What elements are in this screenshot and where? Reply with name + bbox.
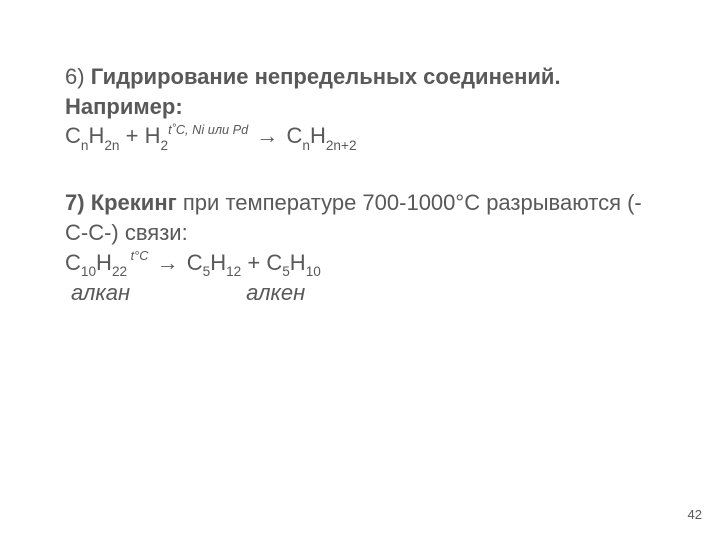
- s6-lhs1b-base: H: [88, 123, 104, 148]
- s7-rhs1-sub2: 12: [226, 264, 241, 279]
- section6-formula: CnH2n + H2t˚C, Ni или Pd → CnH2n+2: [65, 121, 660, 154]
- s7-rhs1-base2: H: [210, 250, 226, 275]
- s7-plus: +: [241, 250, 266, 275]
- s7-lhs-base1: C: [65, 250, 81, 275]
- gap: [65, 154, 660, 182]
- s6-rhs-sub1: n: [302, 138, 310, 153]
- s7-cond: t°C: [127, 248, 148, 263]
- section7-classify: алкан алкен: [65, 280, 660, 306]
- s7-lhs-sub1: 10: [81, 264, 96, 279]
- s6-lhs1b-sub: 2n: [104, 138, 119, 153]
- s6-lhs2-base: H: [145, 123, 161, 148]
- s6-cond: t˚C, Ni или Pd: [168, 122, 248, 137]
- s6-rhs-base2: H: [310, 123, 326, 148]
- section7-heading-bold: Крекинг: [91, 190, 183, 215]
- s6-lhs1-base: C: [65, 123, 81, 148]
- section6-heading: 6) Гидрирование непредельных соединений.…: [65, 62, 660, 121]
- s6-plus: +: [120, 123, 145, 148]
- slide: 6) Гидрирование непредельных соединений.…: [0, 0, 720, 540]
- s7-rhs1-sub1: 5: [203, 264, 211, 279]
- s7-arrow: →: [149, 250, 187, 275]
- s6-lhs1-sub: n: [81, 138, 89, 153]
- section6-heading-bold: Гидрирование непредельных соединений. На…: [65, 64, 561, 119]
- page-number: 42: [688, 507, 702, 522]
- s6-rhs-sub2: 2n+2: [326, 138, 357, 153]
- s7-lhs-base2: H: [96, 250, 112, 275]
- s7-rhs2-base2: H: [290, 250, 306, 275]
- s6-lhs2-sub: 2: [160, 138, 168, 153]
- s7-rhs2-sub2: 10: [306, 264, 321, 279]
- s6-rhs-base1: C: [286, 123, 302, 148]
- s7-lhs-sub2: 22: [112, 264, 127, 279]
- s7-rhs2-base1: C: [266, 250, 282, 275]
- s6-arrow: →: [248, 123, 286, 148]
- section7-formula: C10H22 t°C → C5H12 + C5H10: [65, 248, 660, 281]
- classify-alkan: алкан: [71, 280, 130, 306]
- s7-rhs2-sub1: 5: [282, 264, 290, 279]
- section6-prefix: 6): [65, 64, 91, 89]
- section7-heading: 7) Крекинг при температуре 700-1000°С ра…: [65, 188, 660, 247]
- classify-alken: алкен: [246, 280, 305, 306]
- s7-rhs1-base1: C: [187, 250, 203, 275]
- section7-prefix: 7): [65, 190, 91, 215]
